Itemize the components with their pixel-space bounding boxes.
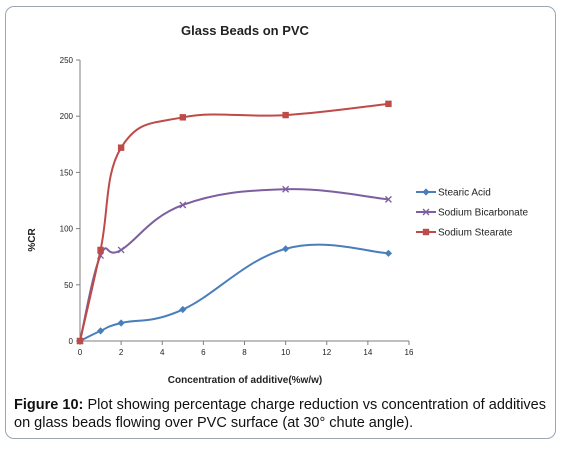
data-point: [385, 100, 392, 108]
data-point: [96, 327, 105, 335]
x-tick-label: 2: [119, 348, 124, 357]
x-tick-label: 10: [281, 348, 290, 357]
data-point: [282, 185, 290, 193]
y-tick-label: 100: [60, 225, 74, 234]
data-point: [117, 246, 125, 254]
caption-text: Plot showing percentage charge reduction…: [14, 397, 546, 431]
data-point: [179, 305, 187, 314]
y-tick-label: 250: [60, 56, 74, 65]
data-point: [97, 246, 104, 254]
x-tick-label: 16: [405, 348, 414, 357]
data-point: [179, 201, 187, 209]
legend-entry: Sodium Bicarbonate: [438, 208, 528, 219]
data-point: [282, 245, 290, 253]
x-tick-label: 12: [322, 348, 331, 357]
data-point: [384, 195, 392, 203]
legend-marker: [422, 188, 430, 196]
figure-caption: Figure 10: Plot showing percentage charg…: [14, 396, 546, 432]
y-tick-label: 200: [60, 112, 74, 121]
x-tick-label: 14: [363, 348, 372, 357]
data-point: [282, 111, 289, 119]
legend-entry: Sodium Stearate: [438, 228, 513, 239]
x-tick-label: 4: [160, 348, 165, 357]
series-line-stearic-acid: [79, 243, 389, 342]
legend: Stearic Acid Sodium Bicarbonate Sodium Ste…: [416, 188, 528, 239]
x-axis-title: Concentration of additive(%w/w): [168, 375, 322, 386]
series-line-sodium-stearate: [79, 102, 389, 342]
chart-title: Glass Beads on PVC: [181, 23, 309, 38]
legend-marker: [422, 228, 430, 236]
data-point: [117, 319, 125, 327]
data-point: [179, 114, 187, 121]
y-axis-title: %CR: [27, 228, 38, 252]
x-tick-label: 6: [201, 348, 206, 357]
legend-entry: Stearic Acid: [438, 188, 491, 199]
caption-label: Figure 10:: [14, 397, 84, 413]
y-tick-label: 50: [64, 281, 73, 290]
data-point: [384, 249, 393, 257]
figure-frame: [5, 6, 556, 439]
series-line-sodium-bicarbonate: [79, 188, 389, 342]
x-tick-label: 8: [242, 348, 247, 357]
x-tick-label: 0: [78, 348, 83, 357]
plot-area: 0 50 100 150 200 250 0 2 4 6 8 10 12 14 16: [60, 56, 414, 357]
y-tick-label: 0: [69, 337, 74, 346]
y-tick-label: 150: [60, 168, 74, 177]
legend-marker: [422, 208, 430, 216]
data-point: [76, 337, 84, 345]
data-point: [117, 144, 125, 151]
